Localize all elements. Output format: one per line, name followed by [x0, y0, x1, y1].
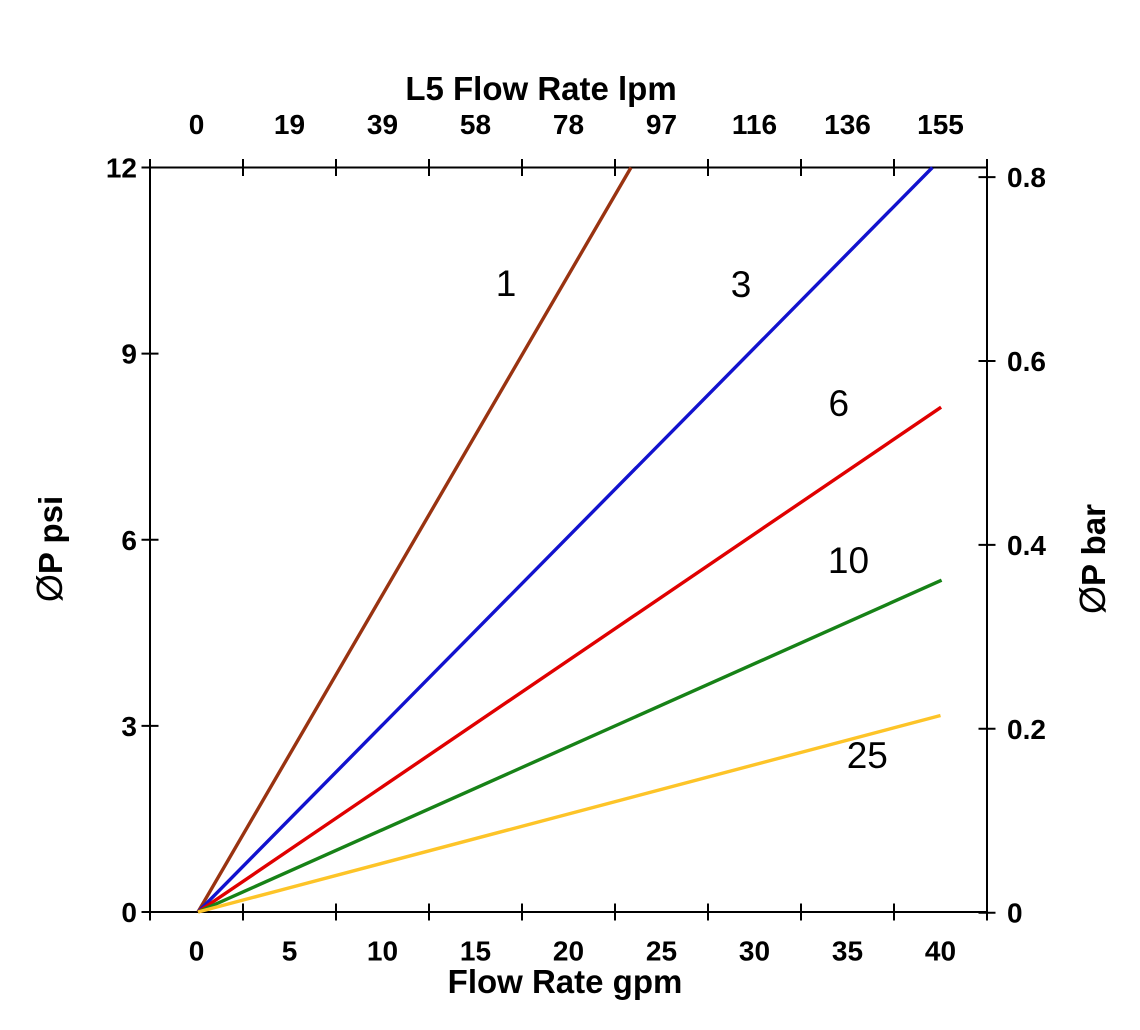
svg-text:155: 155	[917, 109, 964, 140]
svg-text:40: 40	[925, 936, 956, 967]
svg-text:25: 25	[646, 936, 677, 967]
svg-text:0.2: 0.2	[1007, 714, 1046, 745]
svg-text:0: 0	[189, 936, 205, 967]
svg-text:L5 Flow Rate lpm: L5 Flow Rate lpm	[405, 70, 676, 107]
svg-text:6: 6	[121, 525, 137, 556]
svg-text:10: 10	[367, 936, 398, 967]
svg-text:3: 3	[731, 264, 752, 305]
svg-text:78: 78	[553, 109, 584, 140]
svg-text:ØP psi: ØP psi	[29, 496, 70, 602]
svg-text:58: 58	[460, 109, 491, 140]
svg-text:3: 3	[121, 711, 137, 742]
svg-text:30: 30	[739, 936, 770, 967]
svg-text:Flow Rate gpm: Flow Rate gpm	[448, 963, 683, 1000]
svg-text:25: 25	[847, 735, 888, 776]
svg-text:6: 6	[829, 383, 850, 424]
svg-text:20: 20	[553, 936, 584, 967]
svg-text:10: 10	[828, 540, 869, 581]
svg-text:15: 15	[460, 936, 491, 967]
svg-text:116: 116	[732, 109, 777, 140]
svg-text:5: 5	[282, 936, 298, 967]
svg-text:9: 9	[121, 339, 137, 370]
svg-text:ØP bar: ØP bar	[1072, 504, 1113, 614]
svg-text:136: 136	[824, 109, 871, 140]
svg-text:19: 19	[274, 109, 305, 140]
svg-text:0: 0	[1007, 898, 1023, 929]
svg-text:35: 35	[832, 936, 863, 967]
svg-text:0.4: 0.4	[1007, 530, 1046, 561]
svg-text:39: 39	[367, 109, 398, 140]
svg-text:97: 97	[646, 109, 677, 140]
svg-text:0.8: 0.8	[1007, 162, 1046, 193]
svg-text:12: 12	[106, 153, 137, 184]
svg-text:0: 0	[121, 897, 137, 928]
svg-text:0: 0	[189, 109, 205, 140]
svg-text:1: 1	[496, 263, 517, 304]
svg-text:0.6: 0.6	[1007, 346, 1046, 377]
